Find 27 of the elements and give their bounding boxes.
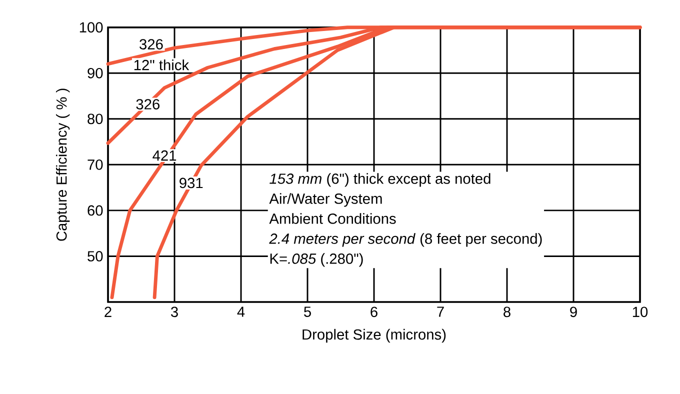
annotation: Ambient Conditions	[269, 213, 396, 224]
x-axis-title: Droplet Size (microns)	[302, 328, 446, 343]
x-tick-label: 3	[170, 306, 178, 318]
y-tick-label: 60	[88, 205, 103, 216]
series-label: 326	[136, 99, 160, 110]
y-axis-title: Capture Efficiency ( % )	[56, 88, 70, 241]
annotation: Air/Water System	[269, 193, 382, 207]
annotation: 153 mm (6") thick except as noted	[270, 173, 490, 187]
series-label: 931	[180, 178, 203, 188]
x-tick-label: 7	[437, 306, 444, 317]
y-tick-label: 100	[80, 22, 103, 33]
annotation: 12" thick	[134, 60, 190, 70]
y-tick-label: 90	[88, 68, 103, 78]
x-tick-label: 8	[504, 306, 510, 318]
x-tick-label: 10	[632, 306, 648, 318]
x-tick-label: 6	[370, 306, 378, 318]
series-label: 326	[140, 39, 163, 50]
y-tick-label: 70	[88, 159, 103, 170]
annotation: K=.085 (.280")	[270, 253, 363, 267]
y-tick-label: 50	[88, 251, 103, 262]
series-label: 421	[152, 150, 176, 161]
x-tick-label: 2	[104, 306, 112, 317]
annotation: 2.4 meters per second (8 feet per second)	[269, 233, 542, 247]
x-tick-label: 5	[304, 306, 311, 317]
x-tick-label: 4	[237, 306, 245, 317]
x-tick-label: 9	[570, 306, 577, 318]
y-tick-label: 80	[88, 114, 103, 124]
